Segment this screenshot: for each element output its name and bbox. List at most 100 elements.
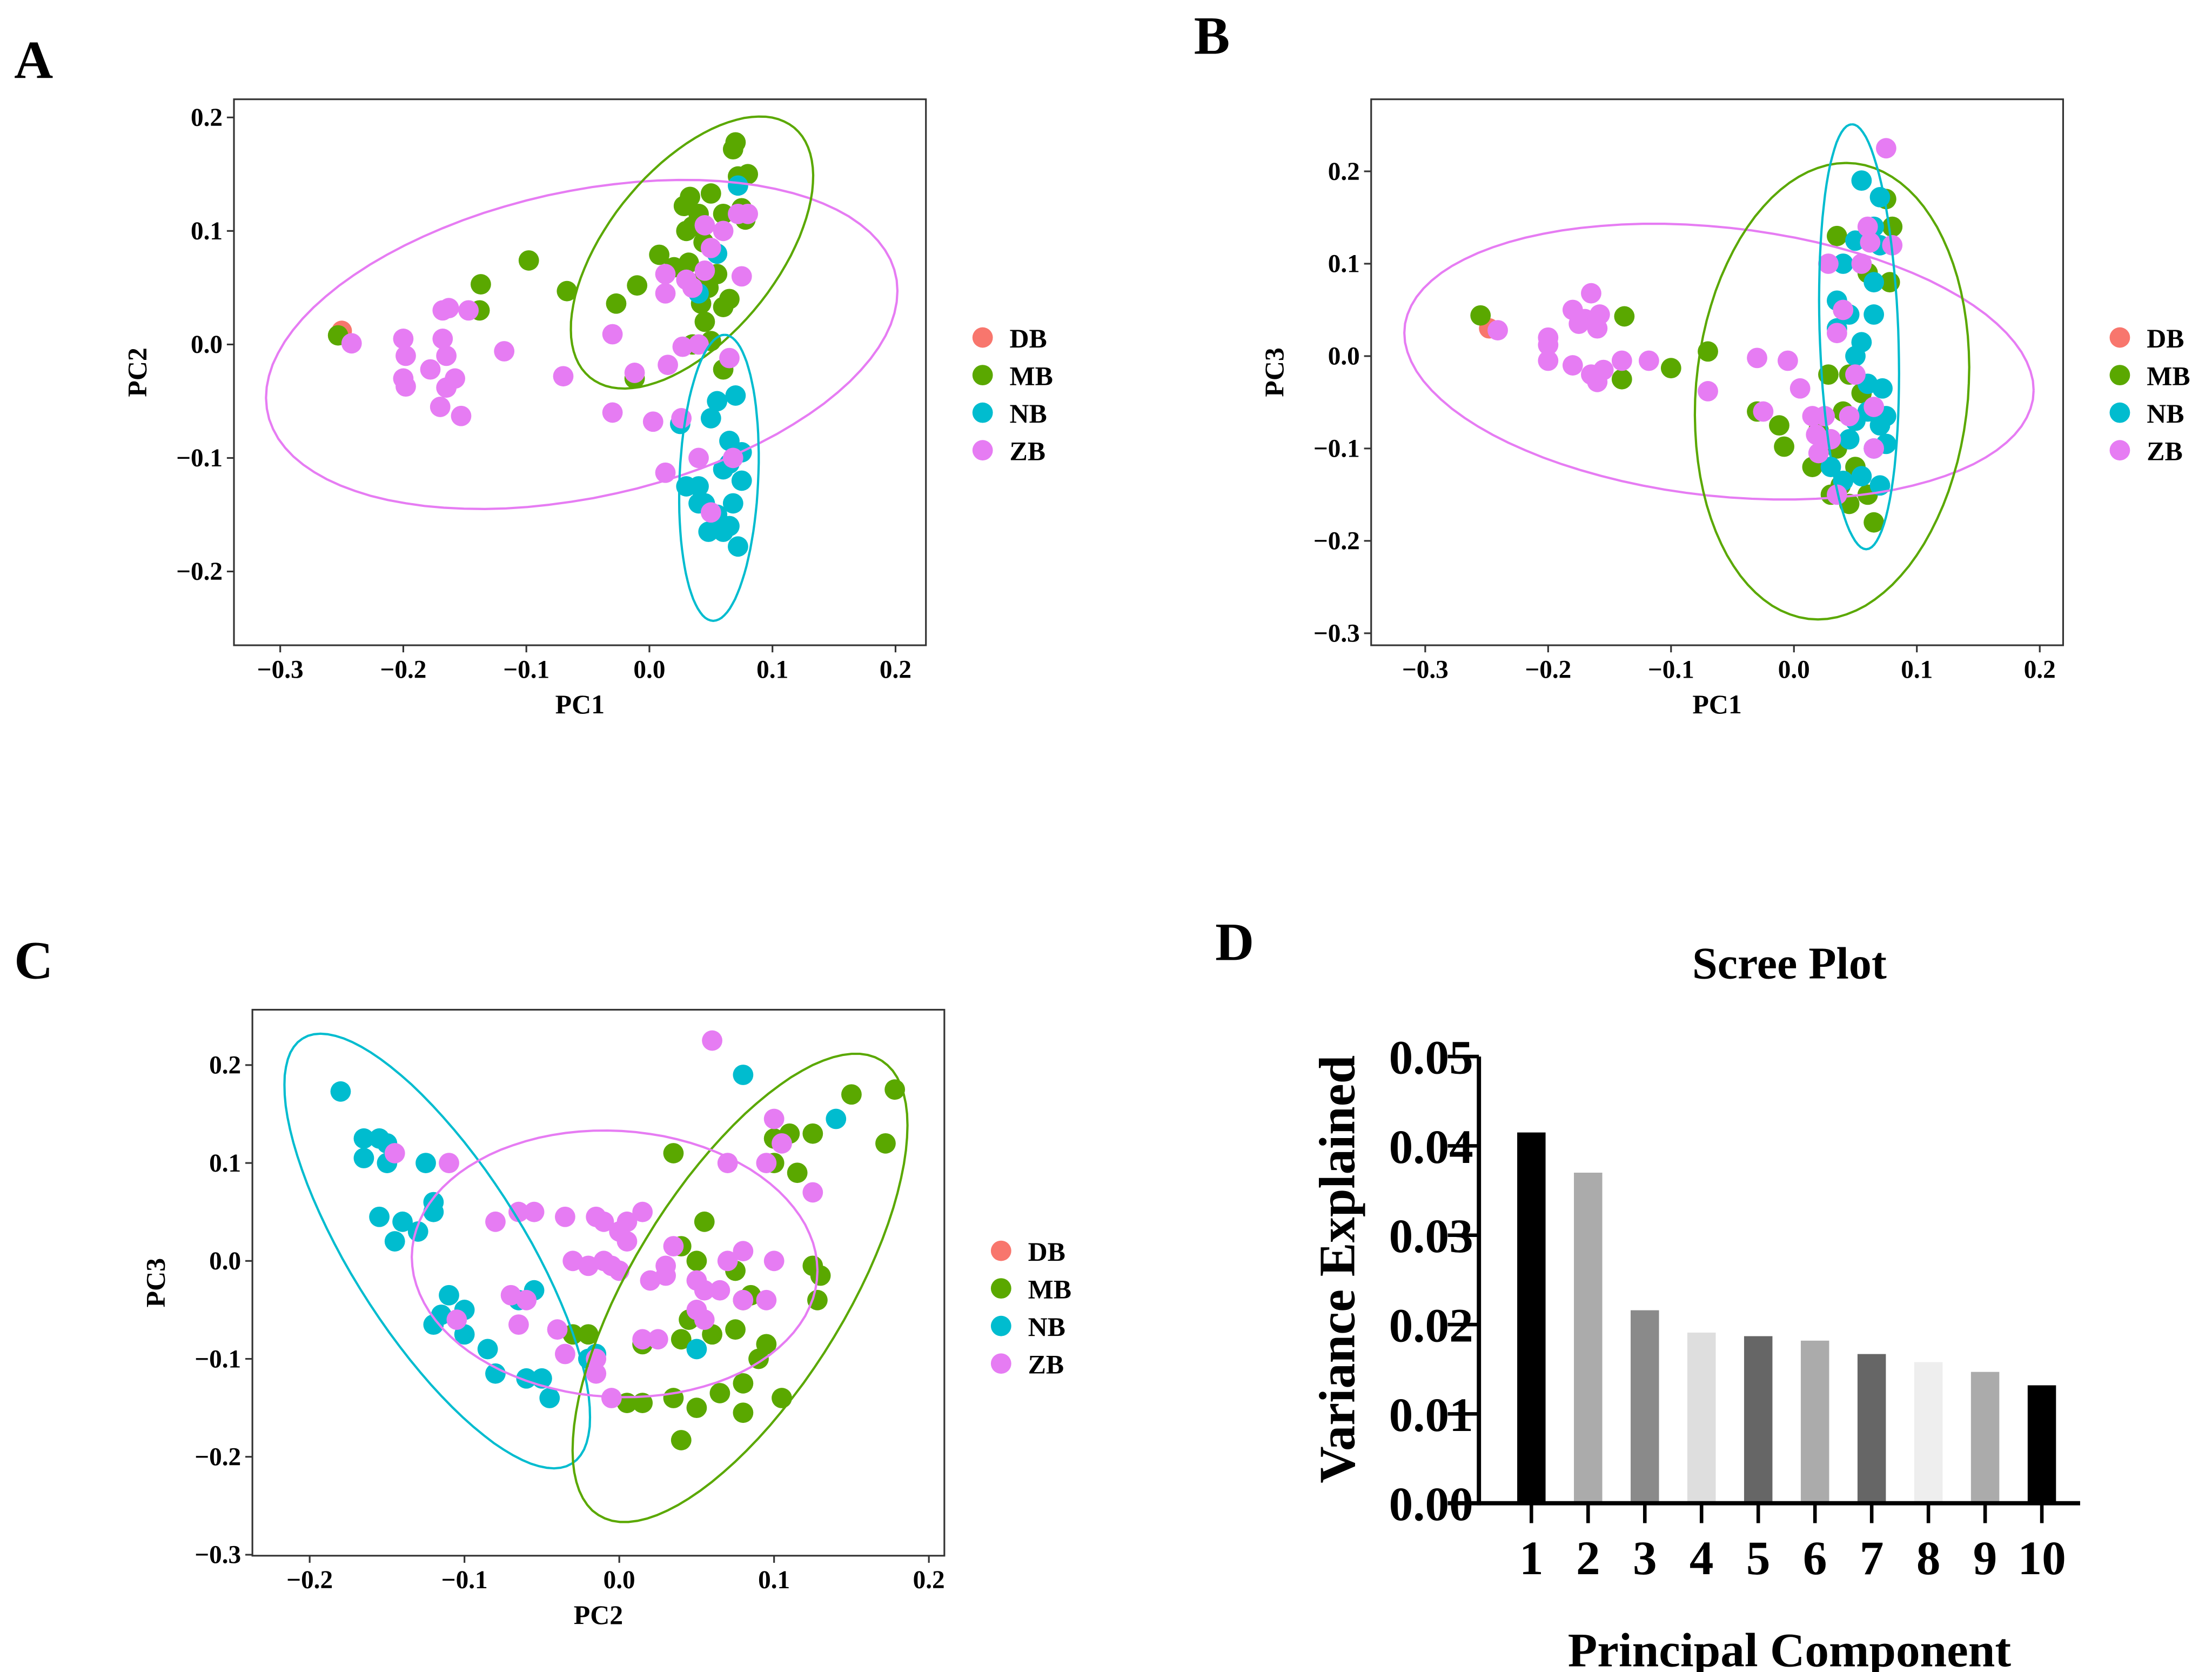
x-tick-label: 0.2 xyxy=(913,1566,945,1594)
point-zb xyxy=(524,1201,545,1222)
point-mb xyxy=(649,244,670,265)
point-mb xyxy=(663,1143,684,1163)
point-zb xyxy=(436,345,457,366)
point-mb xyxy=(733,1402,754,1423)
point-zb xyxy=(1826,323,1847,344)
x-tick-label: −0.2 xyxy=(286,1566,333,1594)
x-tick-label: 5 xyxy=(1746,1531,1771,1585)
point-zb xyxy=(458,300,479,321)
point-mb xyxy=(719,289,740,310)
point-zb xyxy=(688,334,709,355)
y-axis-title: PC3 xyxy=(140,1258,170,1307)
point-zb xyxy=(553,366,574,387)
point-zb xyxy=(1581,283,1601,304)
confidence-ellipse-nb xyxy=(283,1032,592,1470)
point-nb xyxy=(1833,253,1854,274)
legend-label-zb: ZB xyxy=(1010,437,1046,466)
y-tick-label: −0.3 xyxy=(195,1541,241,1569)
point-zb xyxy=(672,336,693,357)
x-tick-label: −0.1 xyxy=(441,1566,488,1594)
point-mb xyxy=(733,1373,754,1394)
point-zb xyxy=(1753,401,1774,422)
point-nb xyxy=(353,1148,374,1168)
point-zb xyxy=(508,1201,529,1222)
point-zb xyxy=(733,1241,754,1262)
point-zb xyxy=(1833,299,1854,320)
point-nb xyxy=(722,493,743,514)
point-zb xyxy=(547,1319,568,1340)
scree-plot: Scree Plot 1 2 3 4 5 6 7 8 9 10 0.00 0.01 0.02 0.03 0.0… xyxy=(1309,939,2080,1672)
point-zb xyxy=(663,1236,684,1257)
point-zb xyxy=(1538,350,1559,371)
point-zb xyxy=(686,1300,707,1320)
legend-marker-zb xyxy=(972,440,993,461)
point-mb xyxy=(807,1289,828,1310)
point-zb xyxy=(602,324,623,345)
y-tick-label: −0.2 xyxy=(176,558,223,586)
y-tick-label: 0.01 xyxy=(1389,1388,1473,1442)
point-zb xyxy=(713,220,734,242)
x-tick-label: 8 xyxy=(1916,1531,1941,1585)
point-nb xyxy=(707,391,728,412)
x-tick-label: −0.2 xyxy=(380,656,426,684)
point-mb xyxy=(772,1388,792,1408)
panel-label-c: C xyxy=(14,931,53,991)
point-mb xyxy=(1882,216,1903,237)
legend-label-zb: ZB xyxy=(2147,437,2183,466)
y-tick-label: 0.0 xyxy=(1328,343,1360,371)
y-tick-label: −0.1 xyxy=(176,444,223,472)
point-nb xyxy=(733,1065,754,1085)
point-nb xyxy=(392,1211,413,1232)
point-zb xyxy=(1611,350,1632,371)
bar-pc5 xyxy=(1744,1336,1773,1503)
point-nb xyxy=(1869,415,1891,436)
point-mb xyxy=(1611,369,1632,390)
point-zb xyxy=(446,1309,467,1330)
point-nb xyxy=(1851,466,1872,487)
point-zb xyxy=(731,266,752,287)
point-zb xyxy=(1587,371,1608,392)
point-mb xyxy=(680,186,700,208)
panel-label-d: D xyxy=(1215,912,1254,972)
bar-pc6 xyxy=(1800,1340,1829,1503)
legend-marker-db xyxy=(990,1240,1011,1261)
x-tick-label: 4 xyxy=(1690,1531,1714,1585)
plot-frame xyxy=(233,98,927,646)
point-mb xyxy=(671,1329,692,1350)
point-mb xyxy=(671,1430,692,1450)
bar-pc3 xyxy=(1631,1310,1659,1503)
point-zb xyxy=(694,215,715,236)
point-mb xyxy=(1769,415,1789,436)
point-zb xyxy=(763,1250,785,1272)
legend-marker-mb xyxy=(2109,365,2130,386)
legend-label-zb: ZB xyxy=(1028,1350,1064,1380)
legend-marker-mb xyxy=(990,1278,1011,1299)
point-nb xyxy=(539,1388,560,1408)
point-mb xyxy=(1826,225,1847,246)
point-zb xyxy=(616,1231,638,1252)
point-mb xyxy=(709,1383,730,1403)
point-zb xyxy=(655,1265,676,1286)
point-mb xyxy=(1818,364,1839,385)
y-tick-label: 0.2 xyxy=(1328,158,1360,186)
x-tick-label: 7 xyxy=(1860,1531,1884,1585)
point-zb xyxy=(756,1153,777,1173)
x-tick-label: 9 xyxy=(1973,1531,1997,1585)
x-tick-label: 0.2 xyxy=(2024,656,2056,684)
point-mb xyxy=(1660,358,1681,379)
x-tick-label: −0.2 xyxy=(1525,656,1571,684)
point-zb xyxy=(438,298,459,319)
point-nb xyxy=(423,1314,444,1335)
scatter-panel-b: −0.3 −0.2 −0.1 0.0 0.1 0.2 0.2 0.1 0.0 −0.1 −0.2 −0… xyxy=(1259,98,2190,719)
x-tick-label: −0.1 xyxy=(503,656,549,684)
confidence-ellipse-zb xyxy=(411,1129,819,1399)
y-tick-label: 0.04 xyxy=(1389,1120,1473,1174)
point-mb xyxy=(1614,306,1635,327)
point-nb xyxy=(698,521,719,542)
bar-pc1 xyxy=(1517,1132,1546,1503)
point-nb xyxy=(1851,170,1872,191)
point-zb xyxy=(802,1182,823,1203)
point-mb xyxy=(1698,341,1718,362)
point-nb xyxy=(719,516,740,537)
